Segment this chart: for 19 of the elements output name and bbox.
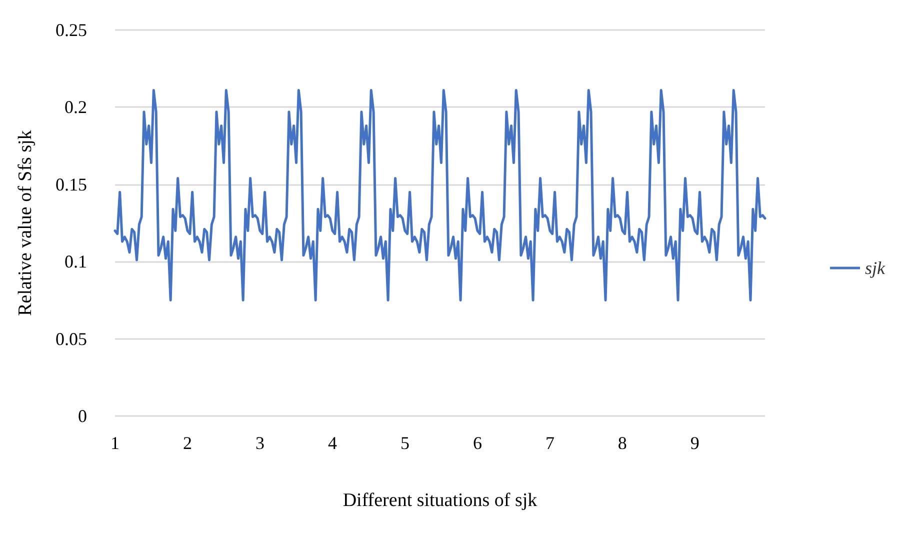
y-tick-label: 0.15 xyxy=(56,174,87,194)
x-tick-label: 7 xyxy=(545,433,554,453)
y-tick-label: 0 xyxy=(78,406,87,426)
y-tick-label: 0.2 xyxy=(64,97,87,118)
y-axis-title: Relative value of Sfs sjk xyxy=(15,130,36,316)
x-tick-label: 8 xyxy=(618,433,627,453)
y-tick-label: 0.05 xyxy=(56,328,87,349)
y-tick-label: 0.1 xyxy=(64,252,87,272)
x-tick-label: 9 xyxy=(690,433,700,453)
x-tick-label: 1 xyxy=(110,433,120,453)
x-axis-title: Different situations of sjk xyxy=(342,490,538,511)
x-tick-label: 6 xyxy=(472,433,482,453)
legend-label: sjk xyxy=(865,258,886,278)
x-tick-label: 5 xyxy=(400,433,410,453)
x-tick-label: 3 xyxy=(255,433,264,453)
x-tick-label: 2 xyxy=(182,433,192,453)
y-tick-label: 0.25 xyxy=(56,20,87,40)
x-tick-label: 4 xyxy=(328,433,337,453)
line-series xyxy=(114,88,766,302)
